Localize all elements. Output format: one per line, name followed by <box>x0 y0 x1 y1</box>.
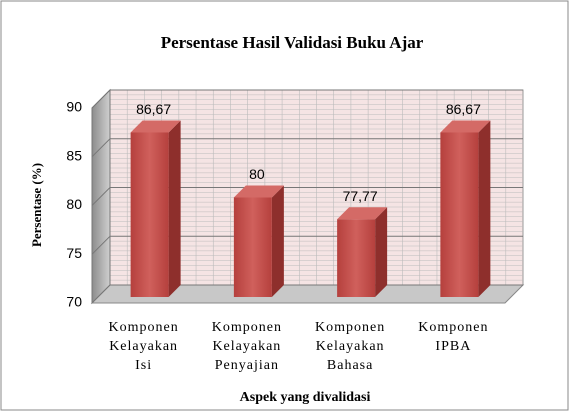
x-tick-label: Bahasa <box>327 358 373 373</box>
y-tick-label: 90 <box>66 99 82 115</box>
y-tick-label: 70 <box>66 294 82 310</box>
x-tick-label: IPBA <box>435 339 471 354</box>
x-tick-label: Kelayakan <box>212 339 281 354</box>
grid-line <box>91 89 523 109</box>
x-tick-label: Penyajian <box>215 358 279 373</box>
x-tick-label: Komponen <box>212 320 282 335</box>
data-label: 80 <box>249 166 265 182</box>
x-axis-title: Aspek yang divalidasi <box>240 390 371 405</box>
x-tick-label: Kelayakan <box>109 339 178 354</box>
y-tick-label: 85 <box>66 147 82 163</box>
grid-line <box>91 138 523 158</box>
bar <box>130 132 169 297</box>
bar-side <box>375 207 388 297</box>
bar <box>233 197 272 297</box>
bar-top <box>130 120 181 133</box>
x-tick-label: Komponen <box>109 320 179 335</box>
bar <box>440 132 479 297</box>
data-label: 86,67 <box>446 101 481 117</box>
x-tick-label: Kelayakan <box>316 339 385 354</box>
chart-title: Persentase Hasil Validasi Buku Ajar <box>161 33 424 52</box>
x-tick-label: Komponen <box>418 320 488 335</box>
bar <box>337 219 376 297</box>
y-axis-title: Persentase (%) <box>29 163 44 247</box>
grid-line <box>91 187 523 206</box>
data-label: 86,67 <box>136 101 171 117</box>
bar-side <box>168 120 181 297</box>
bar-top <box>440 120 491 133</box>
bar-side <box>271 185 284 297</box>
y-tick-label: 75 <box>66 245 82 261</box>
x-tick-label: Isi <box>135 358 152 373</box>
bar-side <box>478 120 491 297</box>
x-tick-label: Komponen <box>315 320 385 335</box>
bar-top <box>233 185 284 198</box>
data-label: 77,77 <box>343 188 378 204</box>
bar-top <box>337 207 388 220</box>
y-tick-label: 80 <box>66 196 82 212</box>
